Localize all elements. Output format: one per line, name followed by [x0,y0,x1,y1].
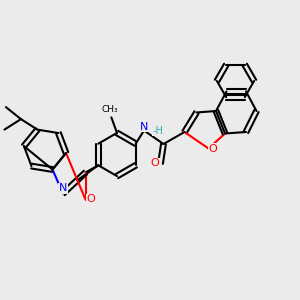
Text: N: N [59,183,67,193]
Text: O: O [151,158,160,169]
Text: O: O [86,194,95,205]
Text: -H: -H [152,126,163,136]
Text: O: O [208,143,217,154]
Text: CH₃: CH₃ [101,105,118,114]
Text: N: N [140,122,148,132]
